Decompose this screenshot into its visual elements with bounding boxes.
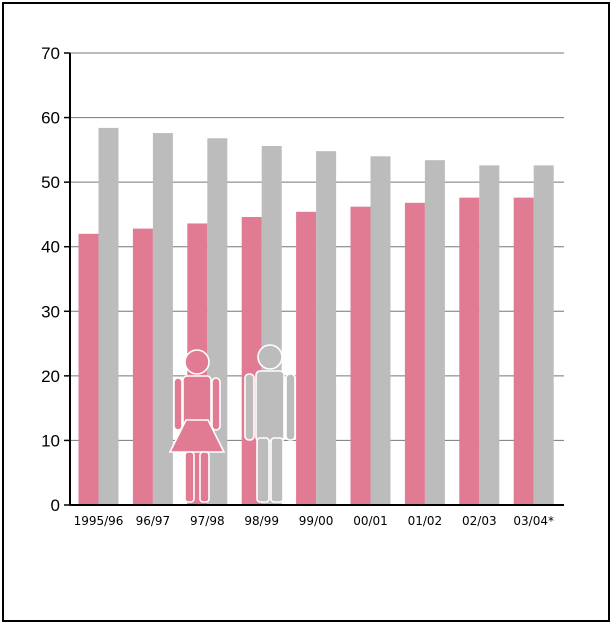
x-tick-label: 03/04* [513, 514, 554, 528]
bar-series-2 [316, 151, 337, 506]
bar-series-2 [152, 133, 173, 505]
bar-series-1 [513, 197, 534, 505]
y-tick-label: 20 [41, 367, 60, 386]
y-tick-label: 30 [41, 302, 60, 321]
x-tick-label: 96/97 [136, 514, 171, 528]
y-tick-label: 10 [41, 431, 60, 450]
y-tick-label: 50 [41, 173, 60, 192]
x-tick-label: 1995/96 [74, 514, 124, 528]
bar-series-1 [78, 233, 99, 506]
male-figure-icon [244, 344, 296, 503]
bar-series-2 [479, 165, 500, 505]
bars [78, 127, 554, 506]
y-axis-ticks: 0 10 20 30 40 50 60 70 [41, 44, 70, 515]
x-tick-label: 02/03 [462, 514, 497, 528]
bar-series-1 [404, 202, 425, 505]
bar-series-1 [459, 197, 480, 505]
bar-series-2 [370, 156, 391, 506]
bar-series-2 [533, 165, 554, 505]
y-tick-label: 70 [41, 44, 60, 63]
bar-series-1 [296, 211, 317, 506]
bar-series-1 [132, 228, 153, 506]
x-tick-label: 97/98 [190, 514, 225, 528]
x-tick-label: 01/02 [408, 514, 443, 528]
y-tick-label: 60 [41, 109, 60, 128]
y-tick-label: 0 [51, 496, 60, 515]
x-tick-label: 98/99 [244, 514, 279, 528]
bar-series-1 [350, 206, 371, 505]
bar-series-2 [98, 127, 119, 505]
bar-series-2 [424, 160, 445, 505]
x-axis-labels: 1995/96 96/97 97/98 98/99 99/00 00/01 01/02 02/… [74, 514, 554, 528]
bar-chart: 0 10 20 30 40 50 60 70 1995/96 96/97 97/98 98/99 99… [41, 44, 564, 528]
x-tick-label: 00/01 [353, 514, 388, 528]
female-figure-icon [168, 349, 226, 503]
y-tick-label: 40 [41, 238, 60, 257]
x-tick-label: 99/00 [299, 514, 334, 528]
